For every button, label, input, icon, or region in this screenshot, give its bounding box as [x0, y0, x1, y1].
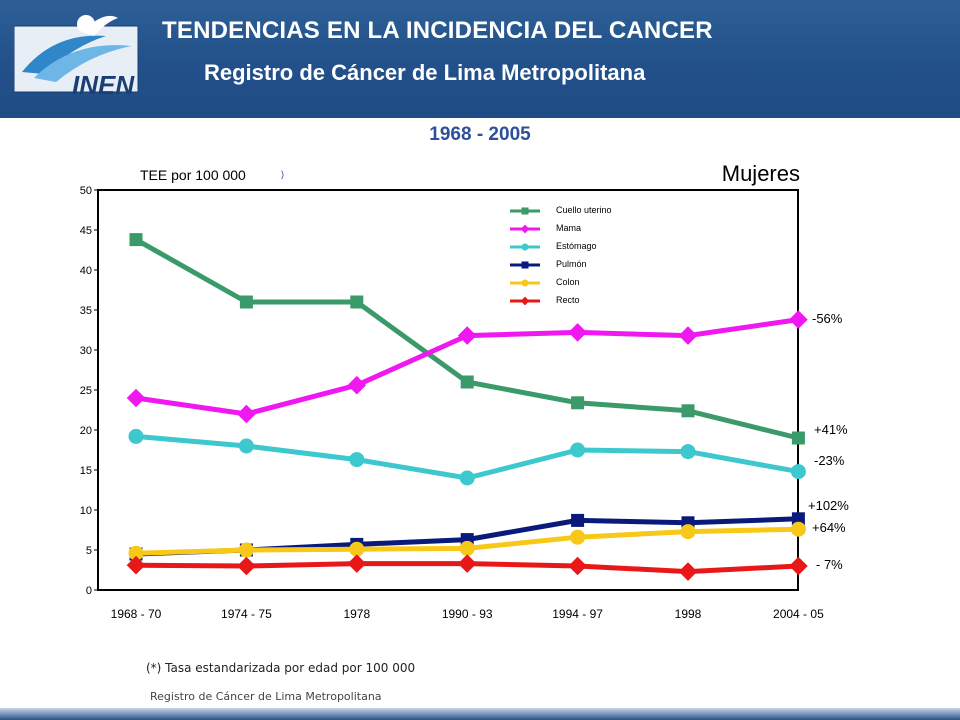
logo-text: INEN [72, 70, 135, 100]
series-colon [128, 521, 806, 561]
data-point [128, 428, 144, 444]
legend-item-2: Estómago [510, 241, 597, 251]
data-point [457, 326, 477, 345]
y-axis-title: TEE por 100 000 [140, 167, 246, 183]
data-point [680, 444, 696, 460]
legend-marker [521, 261, 529, 269]
change-label-1: +41% [814, 422, 848, 437]
y-axis-title-suffix: ) [281, 169, 284, 179]
legend-marker [521, 243, 529, 251]
data-point [349, 541, 365, 557]
period-label: 1968 - 2005 [429, 124, 531, 145]
change-label-2: -23% [814, 453, 845, 468]
y-tick-label-40: 40 [80, 265, 92, 277]
data-point [457, 554, 477, 573]
change-label-3: +102% [808, 498, 849, 513]
change-label-0: -56% [812, 311, 843, 326]
change-label-4: +64% [812, 520, 846, 535]
data-point [568, 556, 587, 576]
legend-item-3: Pulmón [510, 259, 587, 269]
data-point [347, 375, 367, 395]
legend-item-4: Colon [510, 277, 580, 287]
x-tick-label-0: 1968 - 70 [111, 607, 162, 621]
data-point [681, 404, 695, 418]
data-point [237, 556, 256, 576]
x-tick-label-4: 1994 - 97 [552, 607, 603, 621]
data-point [239, 295, 253, 309]
header-banner: INEN TENDENCIAS EN LA INCIDENCIA DEL CAN… [0, 0, 960, 118]
data-point [791, 431, 805, 445]
legend-item-0: Cuello uterino [510, 205, 612, 215]
y-tick-label-20: 20 [80, 425, 92, 437]
legend-label: Recto [556, 295, 580, 305]
page-subtitle: Registro de Cáncer de Lima Metropolitana [204, 60, 646, 85]
data-point [790, 521, 806, 537]
series-mama [126, 310, 808, 424]
legend-label: Mama [556, 223, 581, 233]
data-point [568, 323, 587, 342]
x-tick-label-1: 1974 - 75 [221, 607, 272, 621]
data-point [678, 562, 698, 581]
data-point [238, 438, 254, 454]
data-point [680, 524, 696, 540]
y-tick-label-10: 10 [80, 505, 92, 517]
legend-marker [521, 279, 529, 287]
series-estmago [128, 428, 806, 486]
footnote: (*) Tasa estandarizada por edad por 100 … [146, 661, 416, 675]
x-tick-label-3: 1990 - 93 [442, 607, 493, 621]
legend-item-5: Recto [510, 295, 580, 306]
y-tick-label-50: 50 [80, 185, 92, 197]
change-label-5: - 7% [816, 557, 843, 572]
data-point [349, 452, 365, 468]
series-recto [126, 554, 808, 581]
x-tick-label-5: 1998 [675, 607, 702, 621]
y-tick-label-15: 15 [80, 465, 92, 477]
y-tick-label-0: 0 [86, 585, 92, 597]
y-tick-label-25: 25 [80, 385, 92, 397]
legend-label: Pulmón [556, 259, 587, 269]
x-tick-label-2: 1978 [343, 607, 370, 621]
data-point [128, 545, 144, 561]
y-tick-label-30: 30 [80, 345, 92, 357]
data-point [126, 555, 146, 575]
data-point [678, 326, 698, 345]
data-point [570, 442, 586, 458]
data-point [790, 464, 806, 480]
page-title: TENDENCIAS EN LA INCIDENCIA DEL CANCER [162, 17, 713, 44]
legend-marker [520, 224, 530, 234]
legend-label: Estómago [556, 241, 597, 251]
data-point [350, 295, 364, 309]
data-point [460, 375, 474, 389]
y-tick-label-5: 5 [86, 545, 92, 557]
chart-title: Mujeres [722, 161, 800, 186]
data-point [237, 404, 256, 424]
bottom-band [0, 708, 960, 720]
data-point [459, 540, 475, 556]
data-point [789, 310, 808, 329]
y-tick-label-45: 45 [80, 225, 92, 237]
x-tick-label-6: 2004 - 05 [773, 607, 824, 621]
legend-marker [520, 296, 530, 306]
y-tick-label-35: 35 [80, 305, 92, 317]
data-point [129, 233, 143, 247]
legend-marker [521, 207, 529, 215]
series-cuellouterino [129, 233, 805, 445]
legend-item-1: Mama [510, 223, 581, 234]
data-point [571, 513, 585, 527]
incidence-line-chart: 0 5 10 15 20 25 30 35 40 45 50 1968 - 70 1974 - 75 19… [80, 161, 850, 621]
data-point [789, 556, 808, 576]
data-point [570, 529, 586, 545]
data-point [791, 512, 805, 526]
data-point [238, 542, 254, 558]
data-point [459, 470, 475, 486]
inen-logo: INEN [14, 15, 139, 100]
legend-label: Cuello uterino [556, 205, 612, 215]
source-note: Registro de Cáncer de Lima Metropolitana [150, 690, 382, 703]
data-point [347, 554, 367, 573]
data-point [126, 388, 146, 408]
data-point [571, 396, 585, 410]
legend-label: Colon [556, 277, 580, 287]
